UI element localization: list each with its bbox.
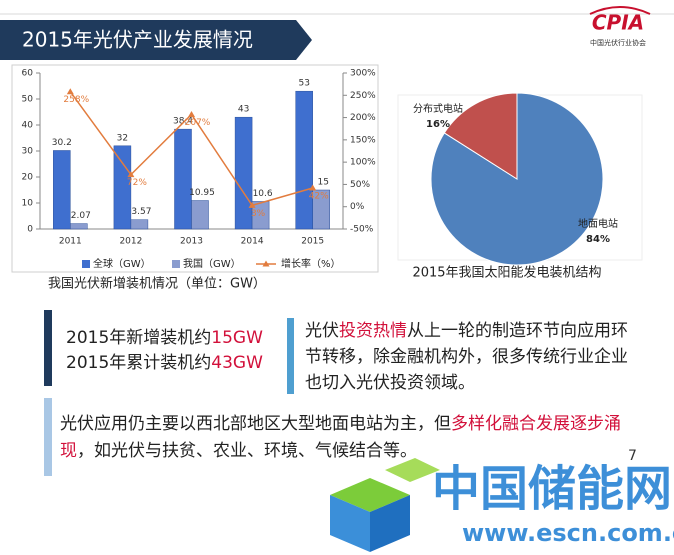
pie-label: 分布式电站 bbox=[413, 102, 463, 115]
y-tick-label: 60 bbox=[22, 69, 34, 79]
bar bbox=[70, 223, 88, 230]
legend-marker bbox=[262, 260, 270, 267]
logo-cube-small bbox=[385, 458, 440, 482]
note-paragraph: 2015年累计装机约43GW bbox=[66, 351, 286, 376]
bar bbox=[130, 219, 149, 230]
x-tick-label: 2012 bbox=[119, 237, 142, 247]
title-banner bbox=[0, 20, 312, 60]
note-paragraph: 2015年新增装机约15GW bbox=[66, 326, 286, 351]
y2-tick-label: 100% bbox=[350, 158, 376, 168]
bar bbox=[295, 90, 313, 230]
y2-tick-label: 300% bbox=[350, 69, 376, 79]
y2-tick-label: 50% bbox=[350, 180, 370, 190]
y2-tick-label: 0% bbox=[350, 202, 365, 212]
data-label: 53 bbox=[298, 79, 309, 89]
note-text: 2015年累计装机约 bbox=[66, 353, 212, 373]
y-tick-label: 50 bbox=[22, 95, 34, 105]
x-tick-label: 2011 bbox=[59, 237, 82, 247]
bar bbox=[113, 145, 132, 230]
line-marker bbox=[248, 201, 256, 208]
logo-text: CPIA bbox=[592, 11, 644, 35]
data-label: 2.07 bbox=[71, 211, 91, 221]
pie-label: 地面电站 bbox=[578, 217, 618, 230]
x-tick-label: 2013 bbox=[180, 237, 203, 247]
legend-label: 全球（GW） bbox=[93, 257, 151, 270]
note-text: 光伏 bbox=[305, 321, 339, 341]
line-marker bbox=[309, 184, 317, 191]
data-label: 42% bbox=[309, 191, 329, 201]
line-marker bbox=[188, 110, 195, 117]
pie-value-label: 16% bbox=[426, 119, 450, 130]
y2-tick-label: 200% bbox=[350, 113, 376, 123]
pie-slice bbox=[443, 92, 518, 180]
chart-caption: 我国光伏新增装机情况（单位：GW） bbox=[48, 276, 266, 292]
y-tick-label: 10 bbox=[22, 199, 34, 209]
data-label: 43 bbox=[238, 105, 249, 115]
x-tick-label: 2014 bbox=[241, 237, 264, 247]
note-text: 光伏应用仍主要以西北部地区大型地面电站为主，但 bbox=[60, 414, 451, 434]
note: 光伏应用仍主要以西北部地区大型地面电站为主，但多样化融合发展逐步涌现，如光伏与扶… bbox=[60, 411, 635, 465]
data-label: 30.2 bbox=[52, 138, 72, 148]
watermark-url: www.escn.com.cn bbox=[462, 519, 674, 547]
y-tick-label: 30 bbox=[22, 147, 34, 157]
line-marker bbox=[66, 88, 74, 95]
bar bbox=[191, 200, 209, 230]
note: 2015年新增装机约15GW 2015年累计装机约43GW bbox=[66, 326, 286, 376]
data-label: 32 bbox=[117, 133, 128, 143]
note-text: 2015年新增装机约 bbox=[66, 328, 212, 348]
data-label: 10.6 bbox=[253, 189, 273, 199]
logo-cube-left bbox=[330, 495, 370, 552]
note-text: 从上一轮的制造环节向应用环节转移，除金融机构外，很多传统行业企业也切入光伏投资领… bbox=[305, 321, 628, 393]
page-number: 7 bbox=[628, 448, 637, 464]
data-label: 10.95 bbox=[189, 188, 215, 198]
y2-tick-label: -50% bbox=[350, 225, 374, 235]
highlight-text: 15GW bbox=[211, 328, 263, 348]
logo-cube-right bbox=[370, 495, 410, 552]
note-bar bbox=[44, 398, 52, 476]
bar bbox=[174, 128, 192, 230]
y-tick-label: 20 bbox=[22, 173, 34, 183]
note-bar bbox=[44, 310, 52, 386]
bar bbox=[234, 116, 253, 230]
logo-subtitle: 中国光伏行业协会 bbox=[590, 38, 646, 47]
logo-arc bbox=[589, 6, 651, 15]
note-paragraph: 光伏投资热情从上一轮的制造环节向应用环节转移，除金融机构外，很多传统行业企业也切… bbox=[305, 318, 635, 396]
data-label: 15 bbox=[317, 178, 328, 188]
watermark-name: 中国储能网 bbox=[432, 461, 672, 517]
data-label: 72% bbox=[127, 178, 147, 188]
note-text: ，如光伏与扶贫、农业、环境、气候结合等。 bbox=[77, 441, 417, 461]
bar bbox=[53, 150, 71, 230]
line-marker bbox=[127, 171, 135, 178]
bar bbox=[312, 189, 330, 230]
y-tick-label: 40 bbox=[22, 121, 34, 131]
note-bar bbox=[287, 318, 294, 394]
pie-value-label: 84% bbox=[586, 234, 610, 245]
y2-tick-label: 250% bbox=[350, 91, 376, 101]
highlight-text: 多样化融合发展逐步涌现 bbox=[60, 414, 621, 461]
data-label: 3% bbox=[251, 209, 266, 219]
note: 光伏投资热情从上一轮的制造环节向应用环节转移，除金融机构外，很多传统行业企业也切… bbox=[305, 318, 635, 396]
bar-chart-frame bbox=[11, 64, 379, 273]
highlight-text: 投资热情 bbox=[339, 321, 407, 341]
data-label: 258% bbox=[63, 95, 89, 105]
data-label: 3.57 bbox=[131, 207, 151, 217]
highlight-text: 43GW bbox=[211, 353, 263, 373]
data-label: 38.4 bbox=[173, 117, 193, 127]
y2-tick-label: 150% bbox=[350, 135, 376, 145]
slide-title: 2015年光伏产业发展情况 bbox=[22, 28, 253, 52]
y-tick-label: 0 bbox=[27, 225, 33, 235]
x-tick-label: 2015 bbox=[301, 237, 324, 247]
note-paragraph: 光伏应用仍主要以西北部地区大型地面电站为主，但多样化融合发展逐步涌现，如光伏与扶… bbox=[60, 411, 635, 465]
data-label: 207% bbox=[185, 118, 211, 128]
legend-label: 我国（GW） bbox=[183, 258, 241, 270]
legend-swatch bbox=[82, 260, 90, 268]
legend-swatch bbox=[172, 260, 180, 268]
bar bbox=[251, 201, 270, 230]
legend-label: 增长率（%） bbox=[281, 257, 341, 270]
chart-caption: 2015年我国太阳能发电装机结构 bbox=[412, 265, 601, 281]
